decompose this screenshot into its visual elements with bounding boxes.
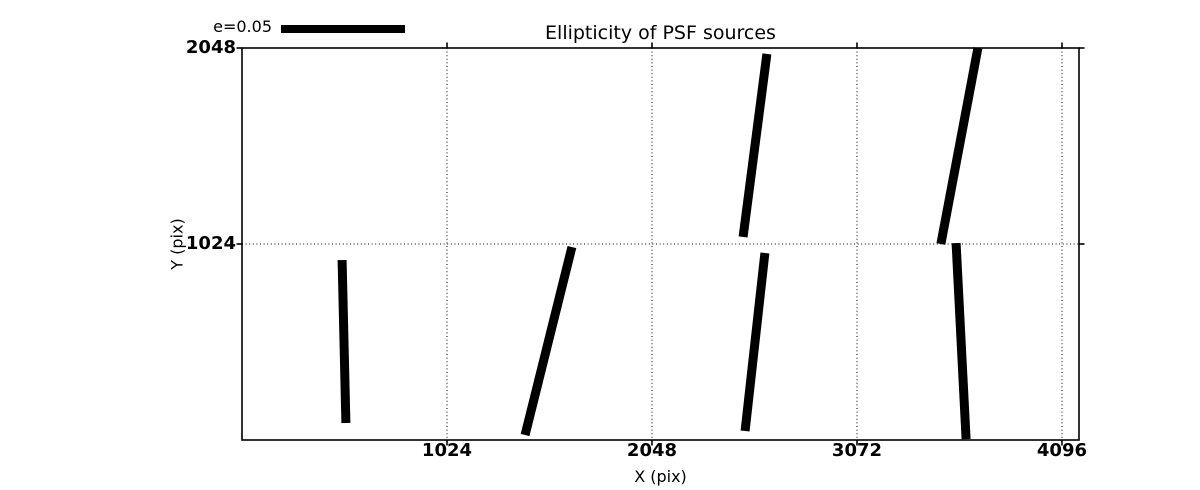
y-tick-label: 1024 [185, 233, 236, 254]
ellipticity-segment [520, 245, 577, 437]
ellipticity-segment [740, 252, 770, 432]
x-tick-label: 2048 [626, 440, 678, 461]
ellipticity-segment [337, 259, 351, 424]
ellipticity-segment [951, 242, 971, 440]
legend-key-bar [281, 25, 405, 33]
x-axis-label: X (pix) [634, 467, 687, 486]
x-tick-label: 1024 [421, 440, 473, 461]
plot-title: Ellipticity of PSF sources [545, 22, 776, 44]
x-tick-label: 3072 [831, 440, 883, 461]
x-tick-label: 4096 [1036, 440, 1088, 461]
ellipticity-segment [738, 53, 772, 238]
legend-key-label: e=0.05 [213, 17, 272, 36]
y-tick-label: 2048 [185, 37, 236, 58]
axes-spines [241, 47, 1080, 441]
ellipticity-segment [936, 47, 983, 245]
